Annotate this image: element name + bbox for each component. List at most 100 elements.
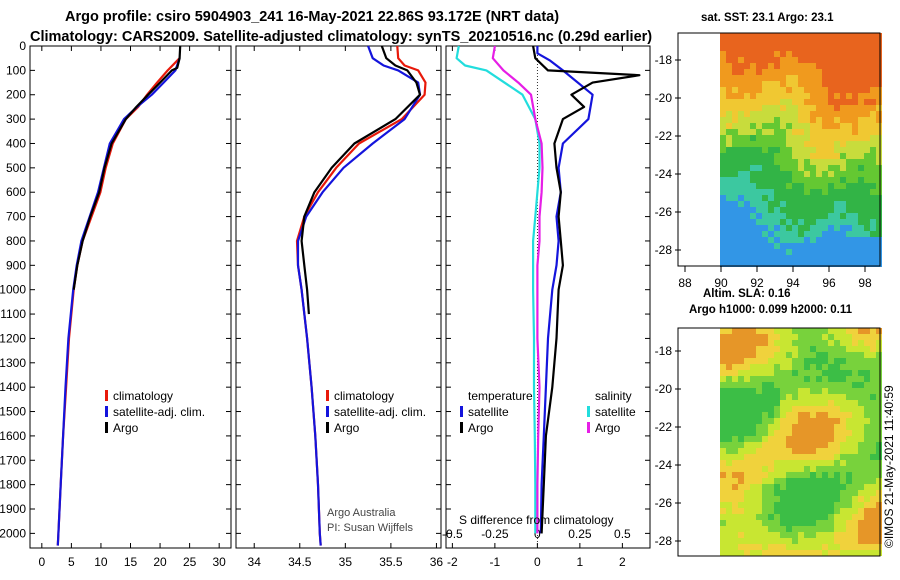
map-cell <box>720 496 726 502</box>
map-cell <box>786 207 792 213</box>
map-cell <box>738 63 744 69</box>
map-cell <box>732 358 738 364</box>
map-cell <box>840 328 846 334</box>
map-cell <box>840 201 846 207</box>
map-cell <box>768 141 774 147</box>
map-cell <box>876 382 882 388</box>
map-cell <box>858 105 864 111</box>
map-cell <box>834 532 840 538</box>
map-cell <box>804 382 810 388</box>
map-cell <box>792 382 798 388</box>
map-cell <box>744 430 750 436</box>
map-cell <box>828 93 834 99</box>
map-cell <box>816 135 822 141</box>
map-cell <box>756 189 762 195</box>
map-cell <box>870 424 876 430</box>
map-cell <box>750 472 756 478</box>
map-cell <box>822 442 828 448</box>
map-cell <box>720 472 726 478</box>
map-cell <box>840 105 846 111</box>
map-cell <box>750 340 756 346</box>
map-cell <box>864 99 870 105</box>
map-cell <box>780 412 786 418</box>
map-cell <box>804 484 810 490</box>
map-cell <box>738 213 744 219</box>
map-cell <box>780 388 786 394</box>
map-cell <box>822 123 828 129</box>
map-cell <box>840 45 846 51</box>
map-cell <box>840 442 846 448</box>
map-cell <box>804 165 810 171</box>
map-cell <box>822 147 828 153</box>
map-cell <box>846 213 852 219</box>
map-cell <box>744 496 750 502</box>
map-cell <box>732 388 738 394</box>
map-cell <box>792 346 798 352</box>
credit-line1: Argo Australia <box>327 507 396 519</box>
map-cell <box>816 111 822 117</box>
sla-map-title-line1: Altim. SLA: 0.16 <box>703 288 791 300</box>
map-cell <box>846 400 852 406</box>
map-cell <box>822 364 828 370</box>
map-cell <box>774 430 780 436</box>
map-cell <box>738 237 744 243</box>
map-cell <box>846 99 852 105</box>
map-cell <box>846 201 852 207</box>
map-cell <box>756 75 762 81</box>
map-cell <box>846 87 852 93</box>
credit-line2: PI: Susan Wijffels <box>327 522 413 534</box>
map-cell <box>786 147 792 153</box>
map-cell <box>756 478 762 484</box>
map-cell <box>726 135 732 141</box>
map-cell <box>876 364 882 370</box>
map-cell <box>828 520 834 526</box>
map-cell <box>720 412 726 418</box>
map-cell <box>810 117 816 123</box>
map-cell <box>756 141 762 147</box>
map-cell <box>876 261 882 267</box>
map-cell <box>738 382 744 388</box>
map-cell <box>876 400 882 406</box>
map-cell <box>780 328 786 334</box>
map-cell <box>756 63 762 69</box>
series-line-temperature-argo <box>532 45 641 534</box>
map-cell <box>816 424 822 430</box>
map-cell <box>786 63 792 69</box>
map-cell <box>780 87 786 93</box>
map-cell <box>762 153 768 159</box>
map-cell <box>858 520 864 526</box>
map-cell <box>750 219 756 225</box>
map-cell <box>840 231 846 237</box>
map-cell <box>720 159 726 165</box>
map-cell <box>732 213 738 219</box>
map-cell <box>858 424 864 430</box>
map-cell <box>816 358 822 364</box>
map-cell <box>846 105 852 111</box>
map-cell <box>828 39 834 45</box>
map-cell <box>792 159 798 165</box>
map-cell <box>852 328 858 334</box>
map-cell <box>870 105 876 111</box>
map-cell <box>804 201 810 207</box>
map-cell <box>846 466 852 472</box>
map-cell <box>726 165 732 171</box>
map-cell <box>870 538 876 544</box>
map-cell <box>822 412 828 418</box>
map-cell <box>732 412 738 418</box>
map-cell <box>768 352 774 358</box>
legend-label-sal-argo: Argo <box>595 421 621 435</box>
map-cell <box>738 460 744 466</box>
map-cell <box>780 538 786 544</box>
legend-label-climatology: climatology <box>113 389 173 403</box>
map-cell <box>876 189 882 195</box>
map-cell <box>744 243 750 249</box>
map-cell <box>816 183 822 189</box>
map-cell <box>720 394 726 400</box>
map-cell <box>750 532 756 538</box>
map-cell <box>816 57 822 63</box>
map-cell <box>756 207 762 213</box>
map-cell <box>774 261 780 267</box>
map-cell <box>852 63 858 69</box>
map-cell <box>726 538 732 544</box>
map-cell <box>738 478 744 484</box>
